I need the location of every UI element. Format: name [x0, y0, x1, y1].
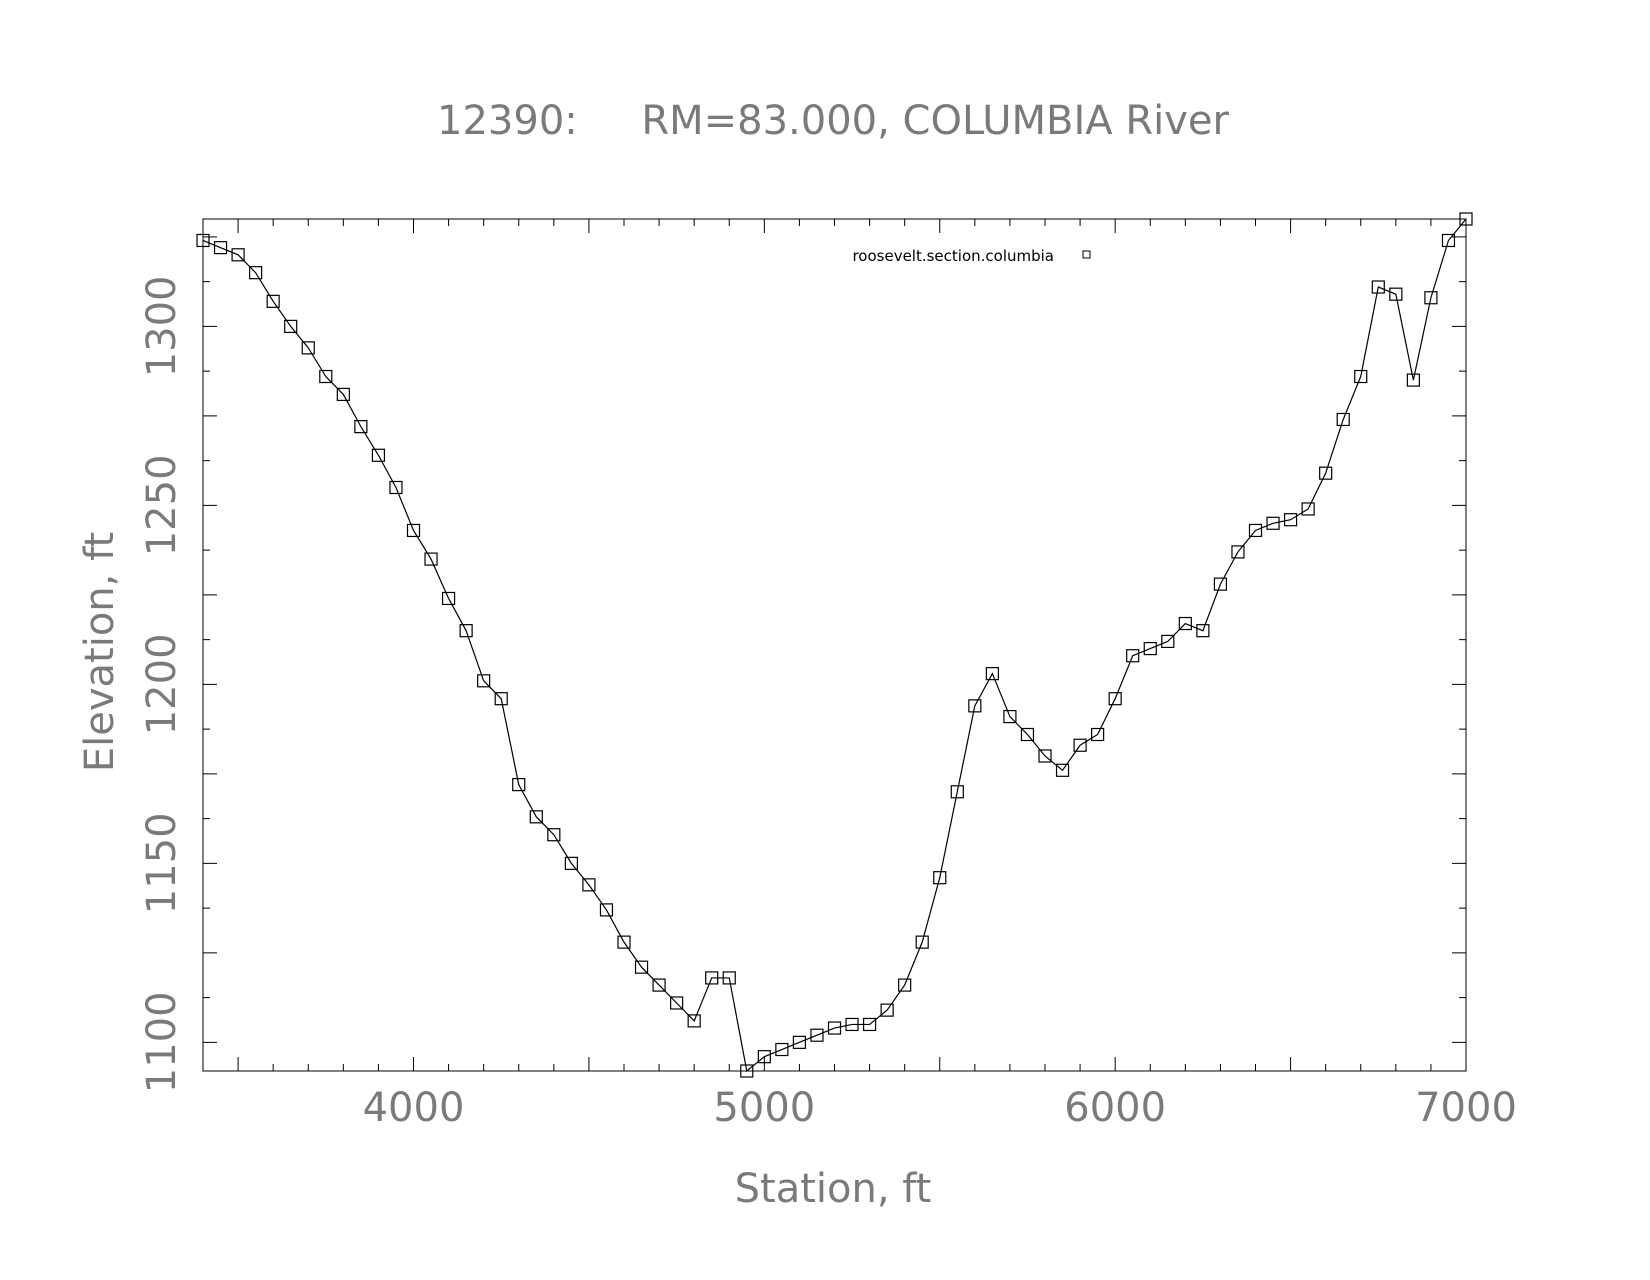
- data-point: [512, 778, 526, 792]
- data-point: [1091, 727, 1105, 742]
- data-point: [1055, 763, 1070, 777]
- data-point: [389, 480, 403, 495]
- x-axis-label: Station, ft: [735, 1166, 932, 1212]
- data-point: [196, 233, 210, 248]
- data-point: [933, 871, 947, 885]
- data-point: [494, 692, 508, 706]
- data-point: [740, 1064, 754, 1078]
- data-point: [319, 369, 333, 384]
- data-point: [564, 856, 578, 870]
- data-point: [1038, 749, 1052, 763]
- legend: roosevelt.section.columbia: [852, 247, 1091, 265]
- data-point: [652, 978, 666, 992]
- data-point: [1424, 291, 1438, 305]
- data-point: [1371, 280, 1385, 294]
- legend-marker: [1082, 250, 1091, 259]
- data-point: [406, 523, 421, 538]
- data-point: [705, 971, 719, 985]
- data-point: [1108, 692, 1122, 706]
- data-point: [599, 903, 614, 917]
- y-tick-label: 1150: [139, 812, 185, 914]
- data-point: [1161, 634, 1175, 649]
- chart-title: 12390: RM=83.000, COLUMBIA River: [437, 98, 1230, 144]
- data-point: [617, 935, 631, 949]
- data-point: [1319, 466, 1333, 480]
- data-point: [441, 591, 456, 606]
- data-point: [582, 878, 596, 892]
- series-line: [202, 218, 1467, 1073]
- data-point: [249, 266, 263, 280]
- data-point: [231, 248, 245, 262]
- data-point: [915, 935, 929, 949]
- data-point: [722, 971, 736, 985]
- data-point: [1406, 373, 1420, 387]
- data-point: [1003, 709, 1017, 724]
- data-point: [529, 810, 543, 824]
- tick-labels-layer: 4000 5000 6000 7000 1100 1150 1200 1250 1300: [139, 275, 1517, 1131]
- data-point: [1389, 287, 1403, 301]
- data-point: [792, 1035, 807, 1049]
- data-point: [477, 674, 491, 688]
- data-point: [213, 241, 228, 255]
- data-point: [1248, 523, 1263, 538]
- data-point: [670, 996, 684, 1010]
- data-point: [1231, 545, 1245, 559]
- x-tick-label: 7000: [1415, 1085, 1517, 1131]
- data-point: [1126, 649, 1140, 663]
- data-point: [757, 1050, 771, 1064]
- y-tick-label: 1200: [139, 633, 185, 735]
- data-point: [862, 1017, 877, 1032]
- y-tick-label: 1250: [139, 454, 185, 556]
- data-point: [1441, 233, 1456, 248]
- data-point: [336, 387, 350, 402]
- data-point: [687, 1014, 701, 1028]
- data-point: [880, 1003, 894, 1017]
- data-point: [301, 341, 315, 355]
- data-point: [968, 699, 982, 713]
- data-point: [424, 552, 438, 566]
- data-point: [827, 1021, 842, 1035]
- legend-series-label: roosevelt.section.columbia: [852, 247, 1054, 265]
- series-layer: [196, 212, 1473, 1078]
- data-point: [459, 624, 473, 638]
- data-point: [950, 785, 964, 799]
- plot-frame: [202, 218, 1467, 1072]
- data-point: [284, 319, 298, 333]
- data-point: [1020, 727, 1035, 742]
- x-tick-label: 5000: [713, 1085, 815, 1131]
- data-point: [634, 960, 649, 974]
- data-point: [845, 1017, 859, 1032]
- data-point: [547, 828, 561, 842]
- data-point: [266, 294, 280, 308]
- data-point: [775, 1042, 789, 1057]
- y-tick-label: 1300: [139, 275, 185, 377]
- y-tick-label: 1100: [139, 991, 185, 1093]
- data-point: [1459, 212, 1473, 226]
- data-point: [1073, 738, 1087, 752]
- data-point: [1178, 616, 1192, 631]
- data-point: [1143, 641, 1157, 656]
- data-point: [1336, 412, 1350, 427]
- y-axis-label: Elevation, ft: [77, 532, 123, 772]
- data-point: [1354, 369, 1368, 384]
- data-point: [1213, 577, 1228, 591]
- ticks-layer: [202, 219, 1467, 1071]
- x-tick-label: 6000: [1064, 1085, 1166, 1131]
- data-point: [371, 448, 386, 462]
- data-point: [1196, 624, 1210, 638]
- data-point: [354, 420, 368, 434]
- data-point: [1283, 513, 1298, 527]
- data-point: [1301, 502, 1315, 516]
- x-tick-label: 4000: [363, 1085, 465, 1131]
- data-point: [810, 1028, 824, 1042]
- data-point: [985, 667, 999, 681]
- data-point: [1266, 516, 1280, 530]
- data-point: [898, 978, 912, 992]
